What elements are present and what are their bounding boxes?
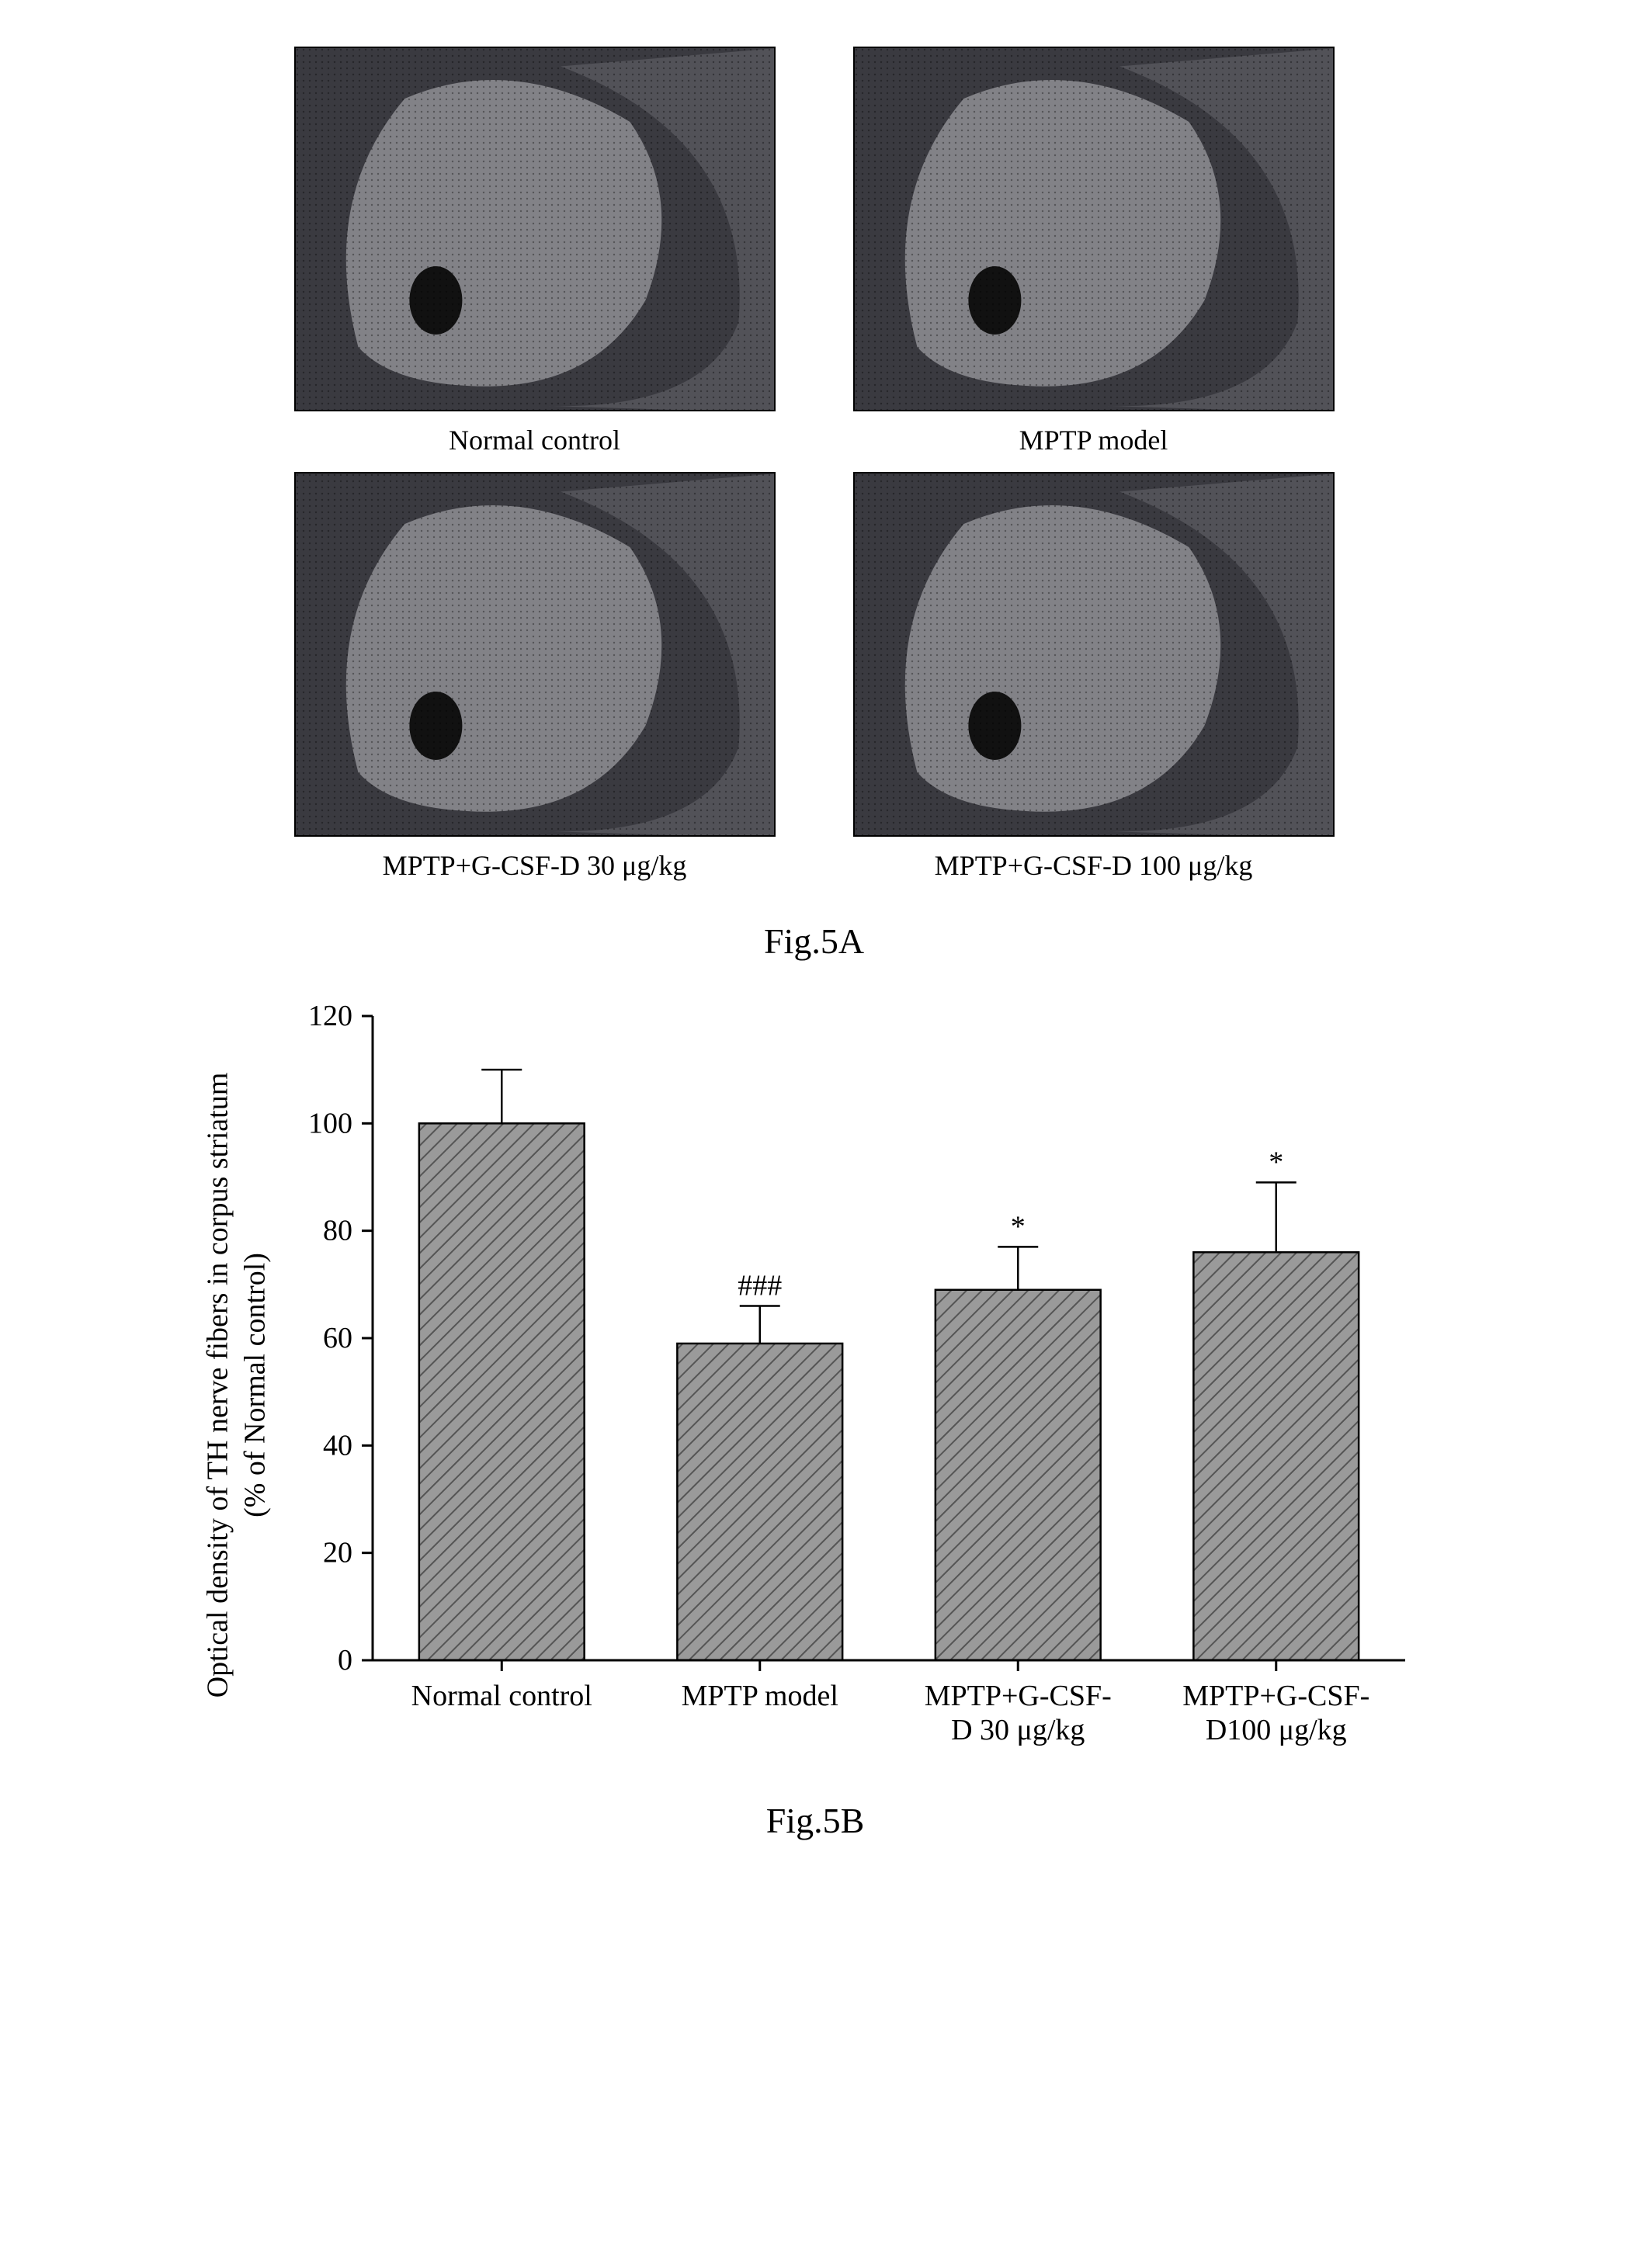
x-category-label: D100 μg/kg (1206, 1714, 1347, 1746)
y-axis-label: Optical density of TH nerve fibers in co… (200, 1072, 274, 1698)
bar (1193, 1252, 1359, 1660)
y-tick-label: 60 (323, 1322, 352, 1354)
panel-b-caption: Fig.5B (194, 1800, 1436, 1841)
micrograph-label: MPTP+G-CSF-D 30 μg/kg (294, 849, 776, 882)
ylabel-box: Optical density of TH nerve fibers in co… (194, 993, 279, 1777)
chart-wrap: Optical density of TH nerve fibers in co… (194, 993, 1436, 1777)
bar-annotation: * (1011, 1210, 1026, 1243)
x-category-label: D 30 μg/kg (951, 1714, 1085, 1746)
panel-b: Optical density of TH nerve fibers in co… (194, 993, 1436, 1841)
micrograph-image (853, 47, 1335, 411)
x-category-label: MPTP+G-CSF- (925, 1680, 1112, 1712)
figure-container: Normal controlMPTP modelMPTP+G-CSF-D 30 … (0, 0, 1628, 2268)
bar-annotation: * (1269, 1146, 1283, 1178)
x-category-label: MPTP model (682, 1680, 838, 1712)
micrograph-cell: MPTP+G-CSF-D 30 μg/kg (294, 472, 776, 882)
panel-a-caption: Fig.5A (271, 921, 1358, 962)
bar (419, 1123, 585, 1660)
x-category-label: MPTP+G-CSF- (1182, 1680, 1369, 1712)
bar-annotation: ### (738, 1270, 782, 1302)
micrograph-grid: Normal control MPTP model MPTP+G-CSF-D 30 … (271, 47, 1358, 882)
micrograph-image (853, 472, 1335, 837)
micrograph-cell: Normal control (294, 47, 776, 456)
micrograph-image (294, 472, 776, 837)
x-category-label: Normal control (411, 1680, 592, 1712)
y-tick-label: 0 (338, 1644, 352, 1677)
y-tick-label: 40 (323, 1429, 352, 1462)
y-tick-label: 20 (323, 1537, 352, 1569)
micrograph-cell: MPTP+G-CSF-D 100 μg/kg (853, 472, 1335, 882)
bar (935, 1290, 1101, 1660)
micrograph-label: MPTP+G-CSF-D 100 μg/kg (853, 849, 1335, 882)
y-tick-label: 100 (308, 1107, 352, 1139)
bar (677, 1344, 842, 1660)
ylabel-line2: (% of Normal control) (238, 1253, 271, 1517)
micrograph-label: Normal control (294, 424, 776, 456)
y-tick-label: 120 (308, 1000, 352, 1032)
y-tick-label: 80 (323, 1215, 352, 1247)
micrograph-cell: MPTP model (853, 47, 1335, 456)
micrograph-label: MPTP model (853, 424, 1335, 456)
bar-chart-plot: Normal control###MPTP model*MPTP+G-CSF-D… (279, 993, 1428, 1777)
micrograph-image (294, 47, 776, 411)
panel-a: Normal control MPTP model MPTP+G-CSF-D 30 … (271, 47, 1358, 962)
ylabel-line1: Optical density of TH nerve fibers in co… (202, 1072, 234, 1698)
